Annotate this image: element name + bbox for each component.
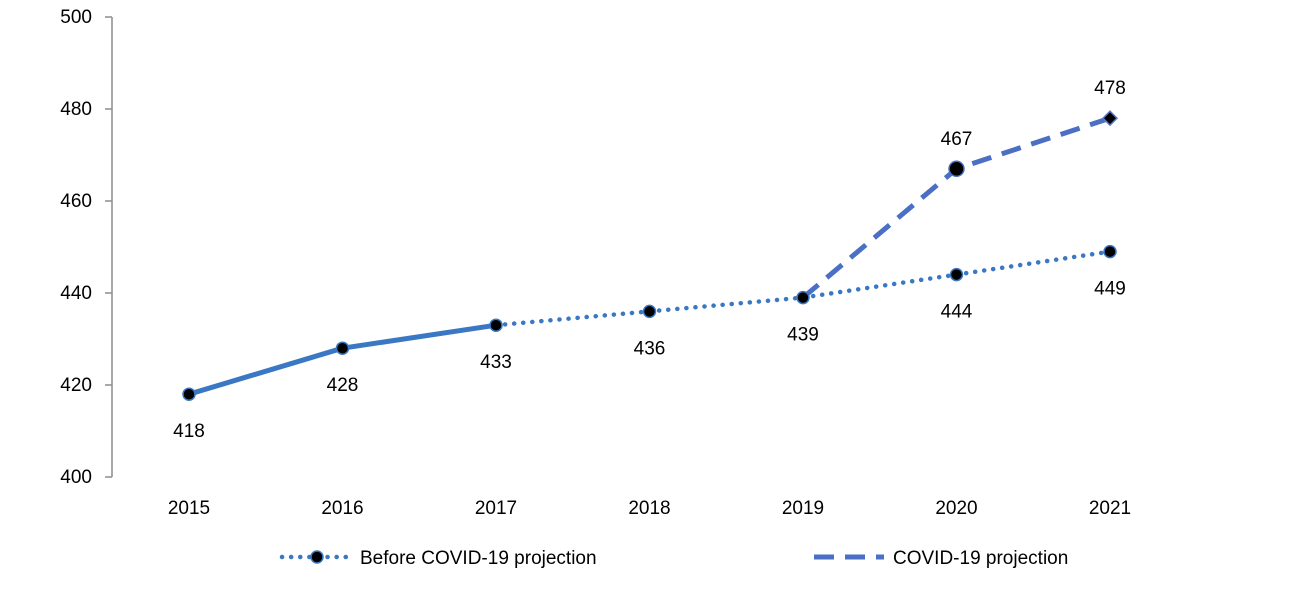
data-label: 444 [941, 302, 973, 323]
data-point-marker [949, 267, 964, 282]
y-tick-label: 480 [60, 99, 92, 120]
legend-label-before: Before COVID-19 projection [360, 548, 597, 569]
legend-label-covid: COVID-19 projection [893, 548, 1068, 569]
data-label: 467 [941, 129, 973, 150]
data-point-marker [1103, 244, 1117, 259]
y-tick-label: 420 [60, 375, 92, 396]
data-label: 478 [1094, 78, 1126, 99]
y-tick-label: 400 [60, 467, 92, 488]
x-tick-label: 2016 [321, 498, 363, 519]
data-label: 439 [787, 325, 819, 346]
data-point-marker [796, 290, 810, 305]
x-tick-label: 2018 [628, 498, 670, 519]
data-label: 436 [634, 338, 666, 359]
data-label: 433 [480, 352, 512, 373]
data-point-marker [182, 387, 196, 401]
x-tick-label: 2021 [1089, 498, 1131, 519]
data-point-marker [948, 160, 965, 178]
data-label: 428 [327, 375, 359, 396]
data-point-marker [642, 304, 657, 319]
data-point-marker [1101, 110, 1119, 127]
y-tick-label: 500 [60, 7, 92, 28]
data-label: 449 [1094, 279, 1126, 300]
x-tick-label: 2020 [935, 498, 977, 519]
series-line-before [493, 249, 1113, 328]
data-label: 418 [173, 421, 205, 442]
x-tick-label: 2019 [782, 498, 824, 519]
y-tick-label: 440 [60, 283, 92, 304]
data-point-marker [489, 318, 503, 332]
legend-marker-before [310, 550, 324, 564]
y-tick-label: 460 [60, 191, 92, 212]
x-tick-label: 2015 [168, 498, 210, 519]
data-point-marker [335, 341, 350, 355]
x-tick-label: 2017 [475, 498, 517, 519]
